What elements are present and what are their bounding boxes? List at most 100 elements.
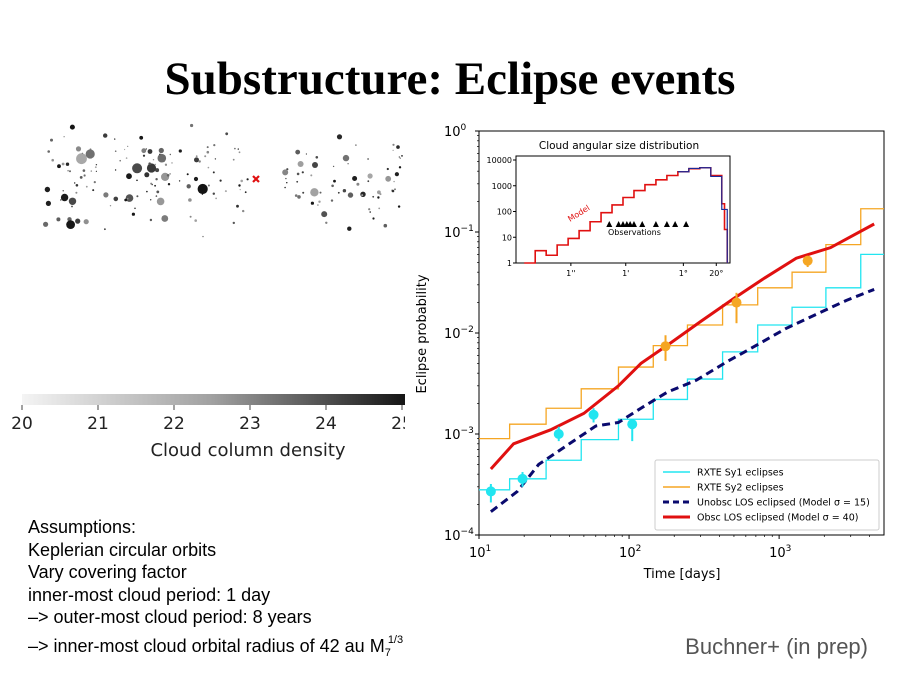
cloud-dot (212, 192, 215, 195)
cloud-dot (136, 179, 138, 182)
cloud-dot (321, 211, 328, 218)
cloud-dot (155, 168, 160, 173)
cloud-dot (213, 144, 216, 147)
cloud-dot (225, 132, 229, 136)
inset-x-tick-label: 1° (679, 269, 688, 278)
radius-text: –> inner-most cloud orbital radius of 42… (28, 635, 385, 656)
cloud-dot (367, 158, 370, 160)
cloud-dot (131, 212, 135, 216)
cloud-dot (331, 184, 334, 188)
cloud-dot (301, 171, 304, 174)
cloud-dot (157, 153, 167, 163)
assumption-line: Assumptions: (28, 517, 137, 537)
cloud-dot (207, 166, 210, 169)
cloud-dot (60, 193, 69, 202)
cloud-dot (147, 149, 153, 154)
cloud-dot (286, 182, 288, 184)
cloud-dot (310, 188, 319, 197)
cloud-dot (396, 145, 400, 149)
cloud-dot (239, 189, 241, 191)
cloud-dot (238, 151, 241, 154)
cloud-dot (356, 182, 360, 186)
cloud-dot (150, 199, 152, 201)
cloud-dot (188, 198, 192, 202)
inset-series-line-1 (677, 167, 728, 263)
cloud-dot (398, 166, 402, 169)
cloud-dot (398, 156, 400, 158)
legend-label: RXTE Sy1 eclipses (697, 468, 784, 479)
cloud-dot (169, 173, 172, 175)
cloud-dot (195, 155, 198, 158)
cloud-dot (236, 204, 239, 208)
cloud-dot (317, 204, 319, 206)
data-point (553, 429, 564, 439)
cloud-dot (186, 173, 189, 176)
cloud-dot (66, 220, 75, 229)
assumption-line: –> outer-most cloud period: 8 years (28, 607, 312, 627)
cloud-dot (393, 180, 395, 183)
cloud-dot (186, 184, 191, 189)
cloud-dot (149, 218, 153, 222)
cloud-dot (124, 198, 128, 202)
cloud-dot (74, 182, 76, 184)
cloud-dot (141, 148, 147, 154)
cloud-dot (198, 160, 201, 163)
inset-observations (606, 221, 690, 227)
x-tick-label: 101 (469, 544, 491, 561)
cloud-dot (85, 149, 95, 159)
cloud-dot (95, 164, 98, 166)
inset-x-tick-label: 1' (622, 269, 629, 278)
cloud-dot (194, 157, 199, 163)
cloud-dot (347, 192, 354, 198)
cloud-dot (197, 183, 208, 195)
series-line-1 (479, 208, 884, 440)
cloud-dot (347, 226, 352, 231)
cloud-dot (82, 169, 86, 172)
inset-y-tick-label: 1000 (492, 182, 512, 191)
x-tick-label: 102 (619, 544, 641, 561)
cloud-dot (219, 179, 222, 182)
cloud-dot (103, 133, 108, 138)
cloud-dot (92, 189, 95, 192)
legend-label: RXTE Sy2 eclipses (697, 483, 784, 494)
inset-y-tick-label: 10000 (487, 156, 512, 165)
cloud-dot (379, 193, 382, 196)
cloud-dot (394, 172, 399, 177)
cloud-dot (333, 179, 336, 183)
assumption-line: Keplerian circular orbits (28, 539, 217, 560)
cloud-dot (342, 154, 350, 162)
cloud-dot (401, 155, 403, 157)
cloud-dot (378, 207, 381, 210)
series-line-3 (489, 222, 875, 471)
cloud-dot (310, 174, 313, 177)
observation-marker (620, 221, 626, 227)
cloud-dot (155, 195, 158, 197)
cloud-dot (367, 173, 373, 179)
cloud-dot (69, 170, 71, 173)
cloud-dot (194, 219, 197, 222)
cloud-dot (150, 182, 153, 185)
colorbar-tick-label: 25 (391, 414, 405, 434)
cloud-dot (372, 217, 375, 220)
cloud-dot (167, 183, 171, 186)
cloud-dot (114, 138, 116, 140)
cloud-dot (332, 165, 335, 168)
slide-title: Substructure: Eclipse events (164, 53, 736, 105)
cloud-dot (69, 124, 75, 130)
cloud-dot (178, 180, 181, 182)
cloud-dot (347, 163, 349, 165)
cloud-dot (158, 147, 164, 154)
y-tick-label: 10−1 (444, 224, 474, 241)
colorbar-tick-label: 23 (239, 414, 261, 434)
inset-x-ticks: 1'' 1' 1° 20° (566, 263, 723, 278)
observation-marker (615, 221, 622, 227)
cloud-dot (244, 191, 247, 194)
cloud-dot (312, 162, 318, 168)
legend: RXTE Sy1 eclipses RXTE Sy2 eclipses Unobsc… (654, 459, 880, 531)
cloud-dot (71, 205, 73, 208)
y-axis-ticks: 10−4 10−3 10−2 10−1 100 (444, 123, 479, 544)
cloud-dot (114, 169, 117, 171)
cloud-dot (114, 150, 117, 152)
cloud-dot (399, 157, 401, 159)
cloud-dot (212, 171, 215, 174)
